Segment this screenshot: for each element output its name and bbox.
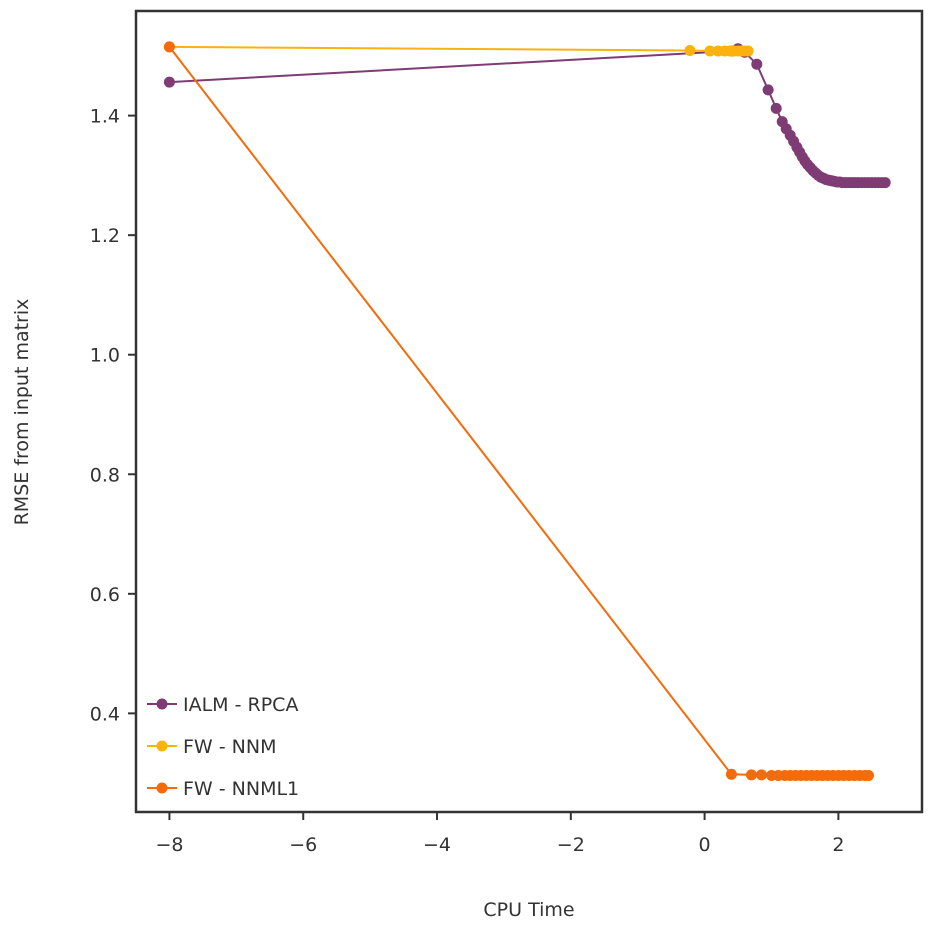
y-tick-label: 0.6 <box>90 584 120 606</box>
series-2 <box>163 41 874 781</box>
legend-entry-1: FW - NNM <box>147 736 276 758</box>
y-tick-label: 0.4 <box>90 703 120 725</box>
legend-label: IALM - RPCA <box>183 694 298 716</box>
legend-label: FW - NNM <box>183 736 276 758</box>
data-point <box>742 45 754 57</box>
series-line <box>169 45 749 52</box>
data-point <box>762 84 774 96</box>
legend: IALM - RPCA FW - NNM FW - NNML1 <box>147 694 299 800</box>
x-tick-label: −8 <box>155 834 183 856</box>
series-line <box>168 46 869 777</box>
legend-label: FW - NNML1 <box>183 778 299 800</box>
data-point <box>756 769 767 781</box>
data-point <box>751 58 763 70</box>
data-point <box>770 102 782 114</box>
data-point <box>684 45 696 56</box>
data-point <box>704 45 716 57</box>
y-tick-label: 1.0 <box>90 345 120 367</box>
data-point <box>863 770 874 781</box>
x-tick-label: 2 <box>832 834 844 856</box>
data-point <box>745 769 757 781</box>
series-layer <box>163 41 891 781</box>
series-line <box>169 47 886 184</box>
legend-marker <box>156 698 168 710</box>
legend-entry-2: FW - NNML1 <box>147 778 299 800</box>
y-axis-label: RMSE from input matrix <box>11 299 33 526</box>
legend-entry-0: IALM - RPCA <box>147 694 298 716</box>
series-0 <box>163 43 891 189</box>
legend-marker <box>156 782 168 794</box>
plot-frame <box>134 9 924 814</box>
data-point <box>163 41 175 53</box>
y-tick-label: 0.8 <box>90 464 120 486</box>
y-tick-label: 1.2 <box>90 225 120 247</box>
legend-marker <box>156 740 168 752</box>
tick-layer: −8 −6 −4 −2 0 2 0.4 0.6 0.8 1.0 1.2 1.4 <box>90 106 845 856</box>
data-point <box>879 177 891 189</box>
y-tick-label: 1.4 <box>90 106 120 128</box>
x-tick-label: −4 <box>423 834 451 856</box>
data-point <box>163 76 175 88</box>
x-tick-label: −6 <box>289 834 317 856</box>
x-tick-label: −2 <box>557 834 585 856</box>
x-tick-label: 0 <box>699 834 711 856</box>
x-axis-label: CPU Time <box>483 899 574 921</box>
data-point <box>725 768 737 780</box>
